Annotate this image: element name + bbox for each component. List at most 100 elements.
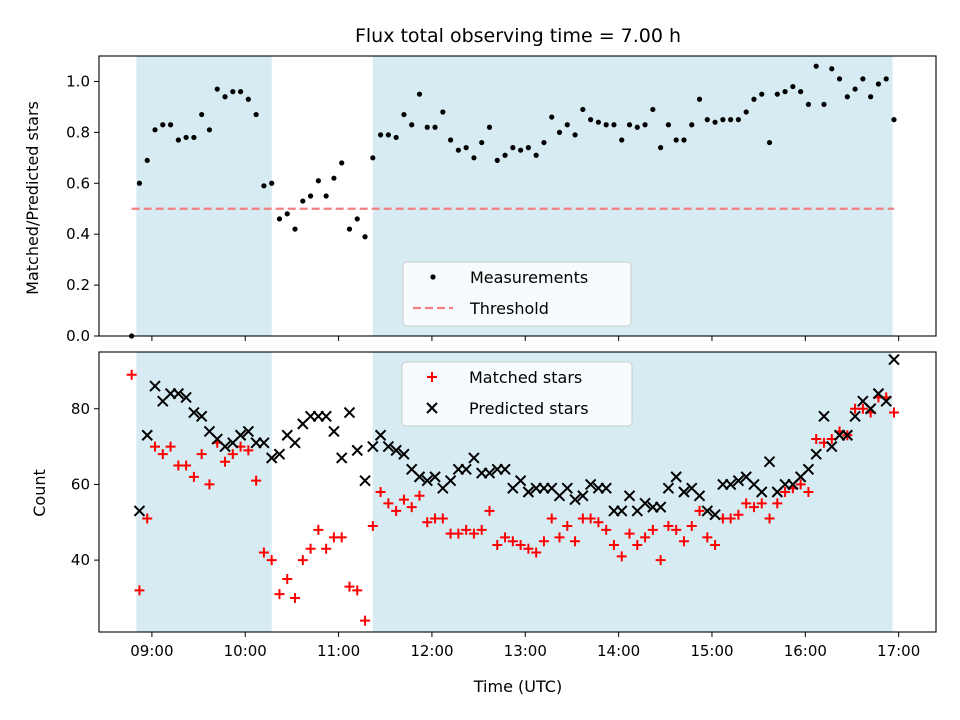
matched-star-point	[165, 441, 176, 452]
matched-star-point	[484, 505, 495, 516]
matched-star-point	[126, 369, 137, 380]
predicted-star-point	[577, 490, 589, 502]
predicted-star-point	[421, 474, 433, 487]
matched-star-point	[227, 449, 238, 460]
measurement-point	[206, 127, 213, 133]
measurement-point	[681, 137, 687, 143]
predicted-star-point	[219, 440, 231, 453]
measurement-point	[829, 66, 835, 72]
measurement-point	[245, 96, 251, 102]
measurement-point	[821, 101, 827, 107]
matched-star-point	[297, 555, 308, 566]
matched-star-point	[500, 532, 511, 543]
measurement-point	[261, 183, 267, 189]
measurement-point	[315, 178, 321, 184]
predicted-star-point	[180, 391, 192, 404]
measurement-point	[479, 139, 485, 146]
measurement-point	[307, 193, 314, 199]
matched-star-point	[313, 524, 324, 535]
matched-star-point	[321, 543, 332, 554]
measurement-point	[377, 132, 384, 138]
matched-star-point	[593, 517, 604, 528]
ratio-panel: 0.0 0.2 0.4 0.6 0.8 1.0 Measurements Threshold	[66, 55, 937, 345]
measurement-point	[160, 122, 166, 128]
matched-star-point	[406, 502, 417, 513]
matched-star-point	[290, 592, 301, 603]
measurement-point	[416, 91, 423, 97]
predicted-star-point	[826, 440, 838, 453]
measurement-point	[658, 145, 664, 151]
measurement-point	[525, 145, 531, 151]
measurement-point	[642, 122, 648, 128]
predicted-star-point	[195, 410, 208, 423]
matched-star-point	[181, 460, 192, 471]
measurement-point	[665, 122, 672, 128]
matched-star-point	[476, 524, 487, 535]
measurement-point	[813, 63, 819, 69]
predicted-star-point	[709, 508, 721, 521]
measurement-point	[370, 155, 376, 161]
matched-star-point	[562, 521, 573, 532]
predicted-star-point	[623, 490, 636, 502]
measurement-point	[805, 101, 812, 107]
predicted-star-point	[172, 387, 185, 400]
measurement-point	[759, 91, 765, 97]
predicted-star-point	[444, 474, 457, 487]
measurement-point	[852, 86, 858, 92]
matched-star-point	[554, 532, 565, 543]
measurement-point	[144, 157, 150, 163]
matched-star-point	[710, 539, 721, 550]
count-panel: 09:00 10:00 11:00 12:00 13:00 14:00 15:00 16:00…	[71, 351, 937, 660]
measurement-point	[284, 211, 290, 217]
matched-star-point	[663, 521, 674, 532]
measurement-point	[689, 122, 695, 128]
measurement-point	[696, 96, 703, 102]
matched-star-point	[686, 521, 697, 532]
matched-star-point	[538, 536, 549, 547]
predicted-star-point	[351, 444, 363, 457]
matched-star-point	[585, 513, 596, 524]
predicted-star-point	[616, 505, 628, 517]
y-tick-label: 0.4	[66, 225, 90, 243]
measurement-point	[214, 86, 220, 92]
measurement-point	[751, 96, 757, 102]
measurement-point	[167, 122, 174, 128]
measurement-point	[735, 117, 742, 123]
measurement-point	[883, 76, 889, 82]
measurement-point	[875, 81, 882, 87]
matched-star-point	[383, 498, 394, 509]
legend-label: Measurements	[470, 268, 588, 287]
measurement-point	[580, 106, 586, 113]
matched-star-point	[523, 543, 534, 554]
measurement-point	[409, 122, 415, 128]
measurement-point	[619, 137, 625, 143]
predicted-star-point	[289, 437, 301, 449]
measurement-point	[354, 216, 360, 222]
predicted-star-point	[849, 410, 861, 423]
matched-star-point	[733, 509, 744, 520]
measurement-point	[743, 109, 749, 115]
measurement-point	[136, 180, 143, 186]
matched-star-point	[694, 505, 705, 516]
x-tick-label: 13:00	[504, 642, 547, 660]
matched-star-point	[344, 581, 355, 592]
legend-label: Matched stars	[469, 368, 582, 387]
predicted-star-point	[242, 425, 255, 438]
plot-frame	[98, 55, 937, 337]
y-tick-label: 0.2	[66, 276, 90, 294]
count-legend: Matched stars Predicted stars	[401, 361, 633, 427]
measurement-point	[844, 94, 850, 100]
measurement-point	[183, 134, 189, 141]
predicted-star-point	[359, 474, 371, 487]
figure-title: Flux total observing time = 7.00 h	[355, 25, 681, 47]
predicted-star-point	[320, 410, 332, 423]
matched-star-point	[220, 456, 231, 467]
predicted-star-point	[133, 505, 146, 517]
measurement-point	[510, 145, 516, 151]
matched-star-point	[375, 487, 386, 497]
measurement-point	[556, 129, 563, 135]
measurement-point	[199, 111, 205, 118]
measurement-point	[782, 89, 788, 95]
measurement-point	[440, 109, 446, 115]
legend-matched-marker	[427, 372, 437, 382]
